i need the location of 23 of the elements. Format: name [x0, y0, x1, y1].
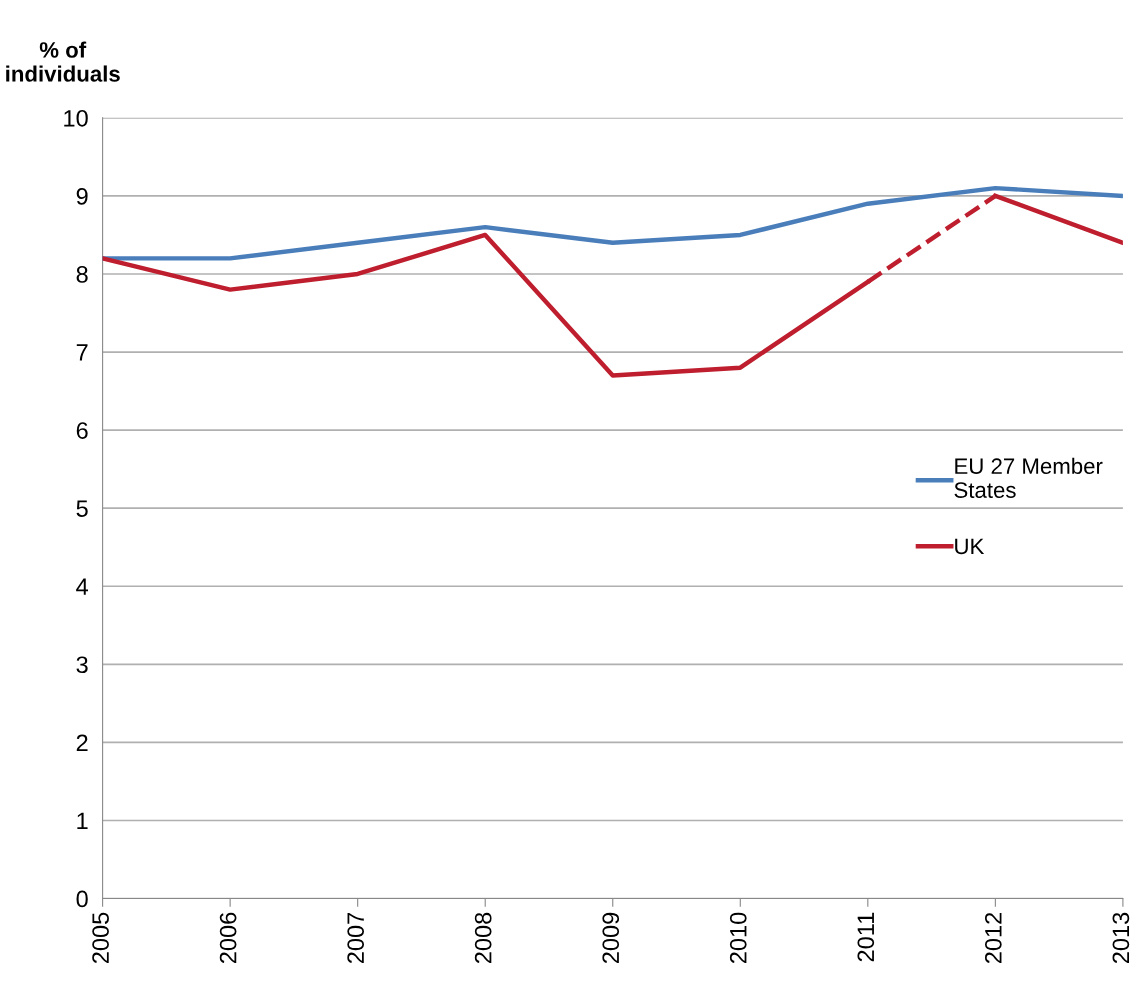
- y-tick-label: 9: [76, 187, 88, 205]
- y-tick-label: 2: [76, 734, 88, 751]
- y-tick-label: 1: [77, 812, 88, 830]
- x-tick-label: 2008: [474, 912, 492, 964]
- legend-label: EU 27 Member States: [954, 457, 1103, 498]
- y-tick-label: 5: [76, 500, 88, 517]
- y-tick-label: 6: [76, 422, 88, 439]
- y-tick-label: 4: [76, 578, 89, 595]
- y-tick-label: 3: [76, 656, 88, 674]
- x-tick-label: 2007: [347, 912, 365, 964]
- legend-label: UK: [955, 538, 985, 555]
- x-tick-label: 2006: [219, 912, 237, 964]
- x-tick-label: 2011: [857, 912, 875, 962]
- x-tick-label: 2013: [1112, 912, 1130, 964]
- x-tick-label: 2005: [92, 912, 109, 964]
- y-tick-label: 7: [76, 344, 88, 361]
- y-axis-title: % of individuals: [6, 41, 120, 82]
- y-tick-label: 10: [64, 109, 88, 127]
- y-tick-label: 8: [76, 266, 88, 283]
- x-tick-label: 2010: [729, 912, 747, 964]
- x-tick-label: 2009: [602, 912, 620, 964]
- x-tick-label: 2012: [984, 912, 1002, 964]
- y-tick-label: 0: [76, 890, 88, 908]
